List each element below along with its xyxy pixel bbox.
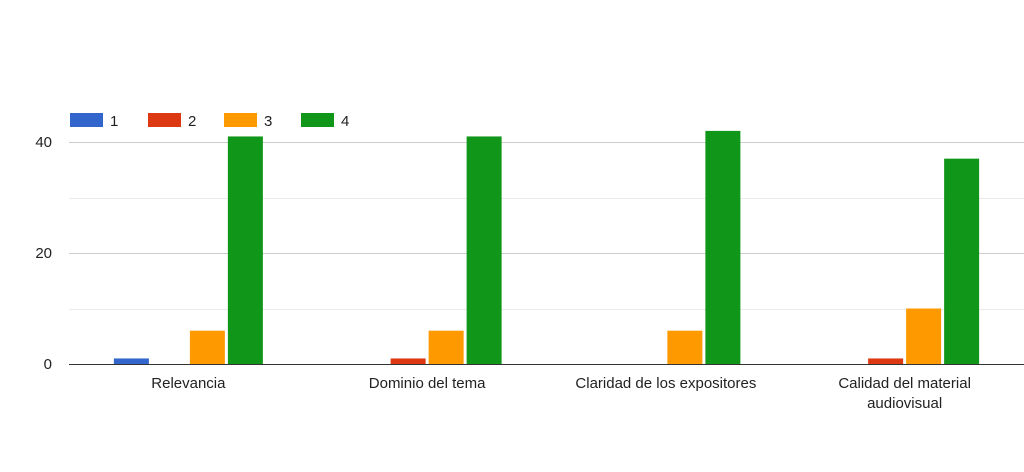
y-tick-label: 40 (35, 134, 52, 151)
bar-series-4-cat-0 (227, 136, 263, 364)
bar-series-2-cat-1 (390, 358, 426, 364)
x-category-label-line: Calidad del material (838, 375, 971, 392)
bar-series-3-cat-3 (906, 308, 942, 364)
bar-series-4-cat-3 (944, 158, 980, 364)
x-category-label: Relevancia (151, 375, 226, 392)
legend-swatch-3 (224, 113, 257, 127)
bar-series-2-cat-3 (868, 358, 904, 364)
x-category-label-line: audiovisual (867, 395, 942, 412)
bar-series-3-cat-2 (667, 330, 703, 364)
x-category-label-line: Relevancia (151, 375, 226, 392)
x-category-label-line: Dominio del tema (369, 375, 486, 392)
axes: 0 20 40 Relevancia Dominio del tema Claridad … (35, 134, 1024, 412)
legend-swatch-1 (70, 113, 103, 127)
x-category-label: Dominio del tema (369, 375, 486, 392)
x-category-label: Claridad de los expositores (575, 375, 756, 392)
legend-label-4: 4 (341, 113, 349, 130)
x-category-label: Calidad del material audiovisual (838, 375, 971, 412)
legend-swatch-4 (301, 113, 334, 127)
bar-series-3-cat-1 (428, 330, 464, 364)
bar-series-4-cat-2 (705, 130, 741, 364)
legend-label-2: 2 (188, 113, 196, 130)
bar-series-4-cat-1 (466, 136, 502, 364)
legend-label-3: 3 (264, 113, 272, 130)
y-tick-label: 0 (44, 356, 52, 373)
bars (113, 130, 980, 364)
x-category-label-line: Claridad de los expositores (575, 375, 756, 392)
legend-label-1: 1 (110, 113, 118, 130)
bar-series-3-cat-0 (189, 330, 225, 364)
legend-swatch-2 (148, 113, 181, 127)
legend: 1 2 3 4 (70, 113, 349, 130)
grid-lines (69, 142, 1024, 310)
y-tick-label: 20 (35, 245, 52, 262)
bar-series-1-cat-0 (113, 358, 149, 364)
